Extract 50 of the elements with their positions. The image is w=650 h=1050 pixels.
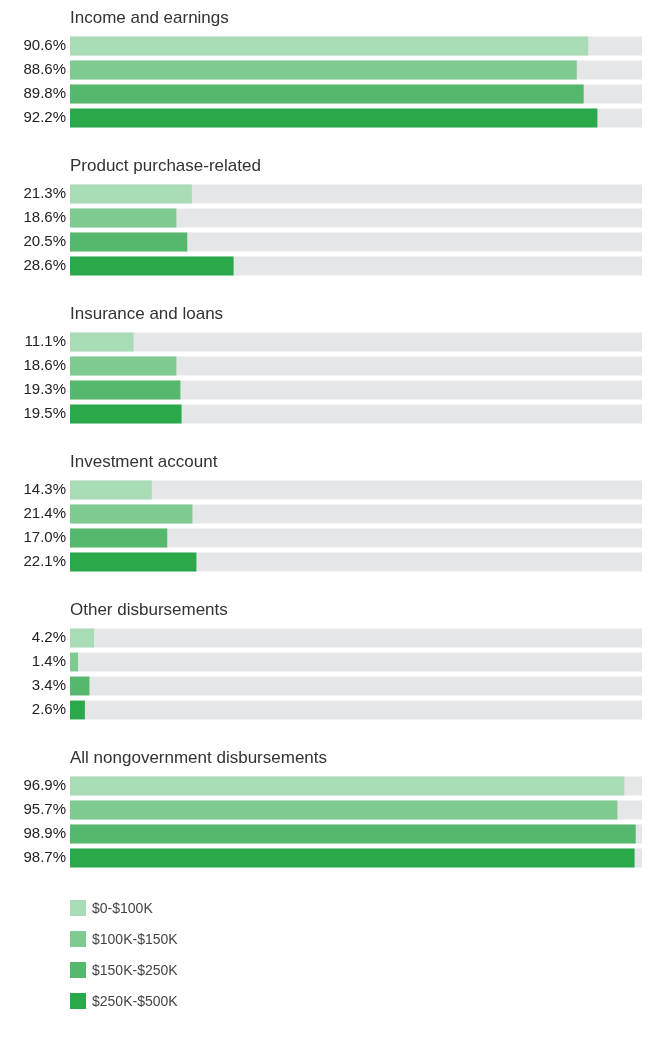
data-label: 14.3%	[23, 480, 66, 498]
data-label: 4.2%	[31, 628, 66, 646]
bar	[70, 700, 85, 720]
data-label: 89.8%	[23, 84, 66, 102]
chart-title: Insurance and loans	[69, 304, 225, 324]
bar	[70, 404, 182, 424]
bar	[70, 256, 234, 276]
bar	[70, 356, 177, 376]
data-label: 95.7%	[23, 800, 66, 818]
legend-label: $100K-$150K	[92, 930, 178, 947]
data-label: 18.6%	[23, 356, 66, 374]
data-label: 19.3%	[23, 380, 66, 398]
data-label: 19.5%	[23, 404, 66, 422]
data-label: 98.7%	[23, 848, 66, 866]
bar	[70, 184, 192, 204]
legend-label: $150K-$250K	[92, 961, 178, 978]
data-label: 88.6%	[23, 60, 66, 78]
data-label: 1.4%	[31, 652, 66, 670]
data-label: 28.6%	[23, 256, 66, 274]
data-label: 92.2%	[23, 108, 66, 126]
chart-title: Other disbursements	[69, 600, 229, 620]
bar	[70, 652, 79, 672]
chart-title: Investment account	[69, 452, 219, 472]
data-label: 21.4%	[23, 504, 66, 522]
bar	[70, 628, 95, 648]
data-label: 21.3%	[23, 184, 66, 202]
data-label: 20.5%	[23, 232, 66, 250]
chart-title: Income and earnings	[69, 8, 230, 28]
data-label: 17.0%	[23, 528, 66, 546]
legend-label: $250K-$500K	[92, 992, 178, 1009]
bar	[70, 504, 193, 524]
data-label: 3.4%	[31, 676, 66, 694]
bar	[70, 552, 197, 572]
legend-label: $0-$100K	[92, 899, 153, 916]
data-label: 11.1%	[24, 332, 66, 350]
bar	[70, 380, 181, 400]
data-label: 2.6%	[31, 700, 66, 718]
bar	[70, 208, 177, 228]
bar	[70, 480, 152, 500]
bar	[70, 232, 188, 252]
bar	[70, 676, 90, 696]
bar	[70, 528, 168, 548]
data-label: 96.9%	[23, 776, 66, 794]
data-label: 98.9%	[23, 824, 66, 842]
data-label: 18.6%	[23, 208, 66, 226]
bar	[70, 332, 134, 352]
chart-title: All nongovernment disbursements	[69, 748, 329, 768]
data-label: 22.1%	[23, 552, 66, 570]
chart-title: Product purchase-related	[69, 156, 262, 176]
data-label: 90.6%	[23, 36, 66, 54]
